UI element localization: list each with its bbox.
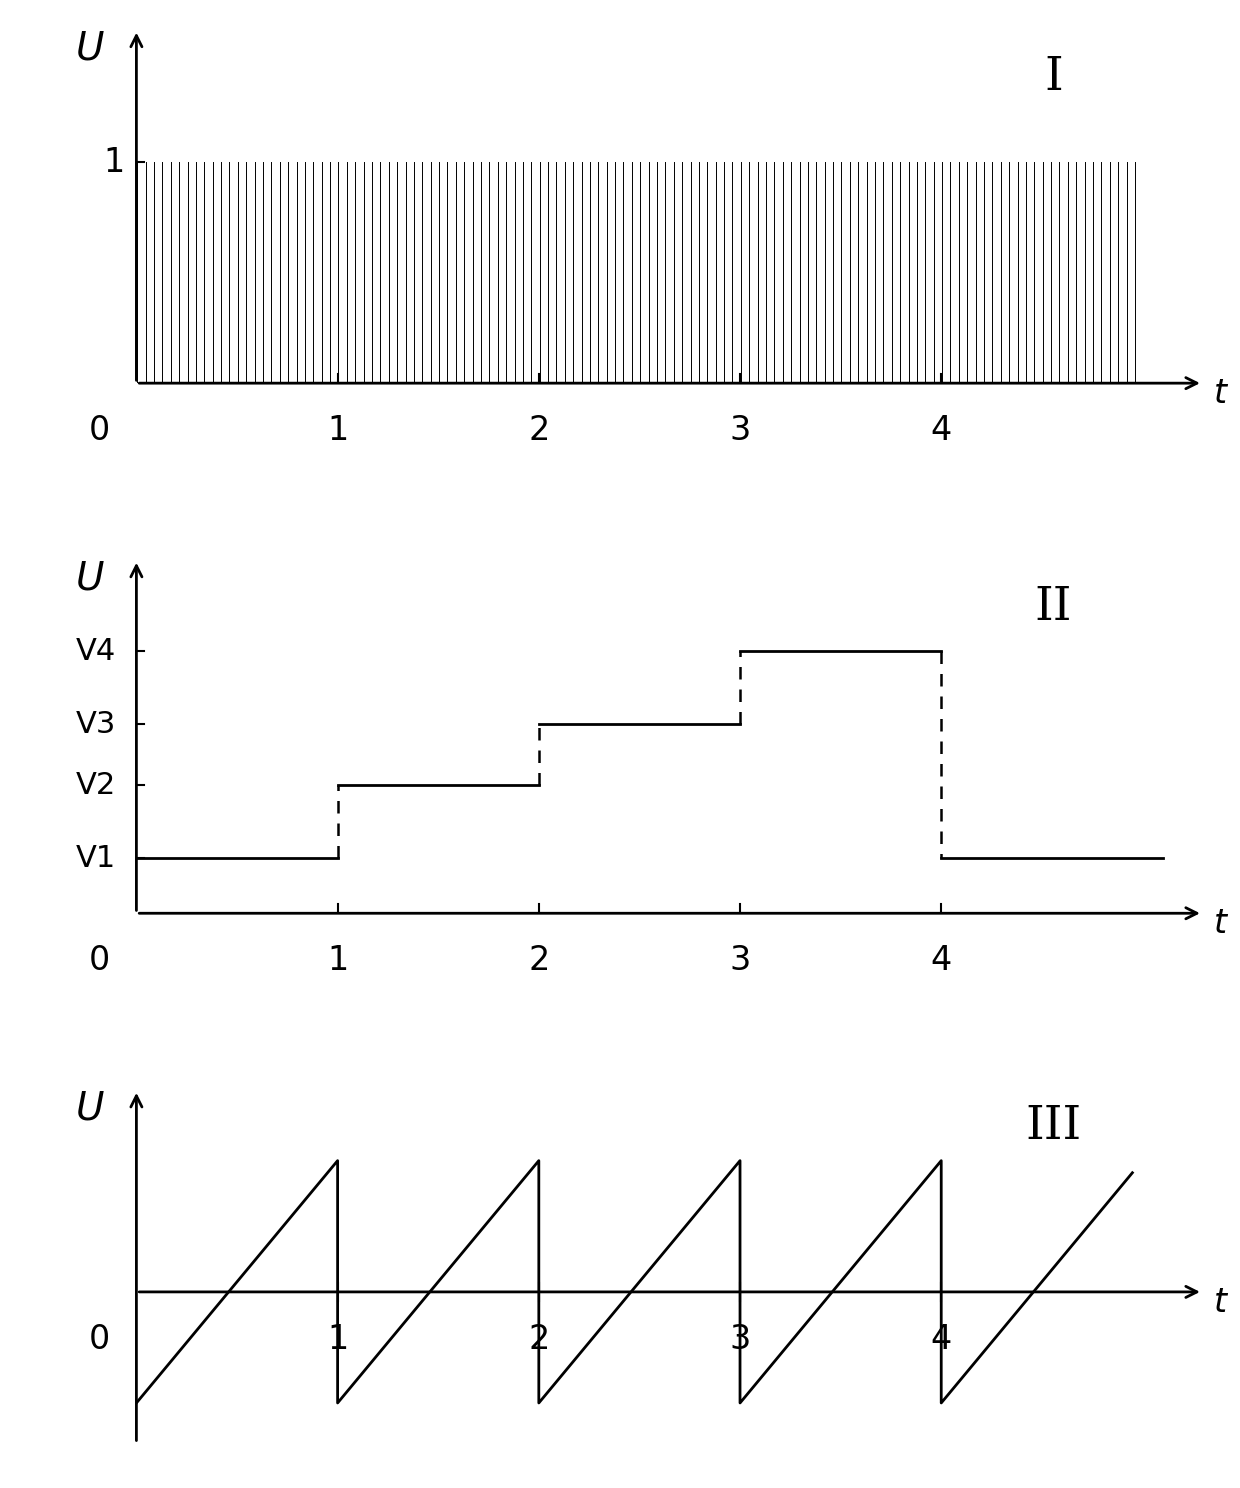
Text: U: U xyxy=(76,559,104,598)
Text: V2: V2 xyxy=(76,771,117,801)
Text: 2: 2 xyxy=(528,945,549,978)
Text: V3: V3 xyxy=(76,710,117,740)
Text: 1: 1 xyxy=(327,414,348,446)
Text: II: II xyxy=(1034,585,1073,629)
Text: U: U xyxy=(76,1089,104,1128)
Text: 2: 2 xyxy=(528,1323,549,1356)
Text: 4: 4 xyxy=(930,945,952,978)
Text: 1: 1 xyxy=(103,146,124,179)
Text: t: t xyxy=(1214,908,1226,940)
Text: 3: 3 xyxy=(729,1323,750,1356)
Text: 0: 0 xyxy=(88,414,110,446)
Text: 4: 4 xyxy=(930,414,952,446)
Text: V4: V4 xyxy=(76,637,117,665)
Text: V1: V1 xyxy=(76,844,117,873)
Text: t: t xyxy=(1214,1286,1226,1318)
Text: I: I xyxy=(1044,55,1063,100)
Text: t: t xyxy=(1214,378,1226,411)
Text: 4: 4 xyxy=(930,1323,952,1356)
Text: 1: 1 xyxy=(327,945,348,978)
Text: U: U xyxy=(76,30,104,68)
Text: 3: 3 xyxy=(729,945,750,978)
Text: III: III xyxy=(1025,1104,1081,1149)
Text: 0: 0 xyxy=(88,945,110,978)
Text: 1: 1 xyxy=(327,1323,348,1356)
Text: 2: 2 xyxy=(528,414,549,446)
Text: 0: 0 xyxy=(88,1323,110,1356)
Text: 3: 3 xyxy=(729,414,750,446)
